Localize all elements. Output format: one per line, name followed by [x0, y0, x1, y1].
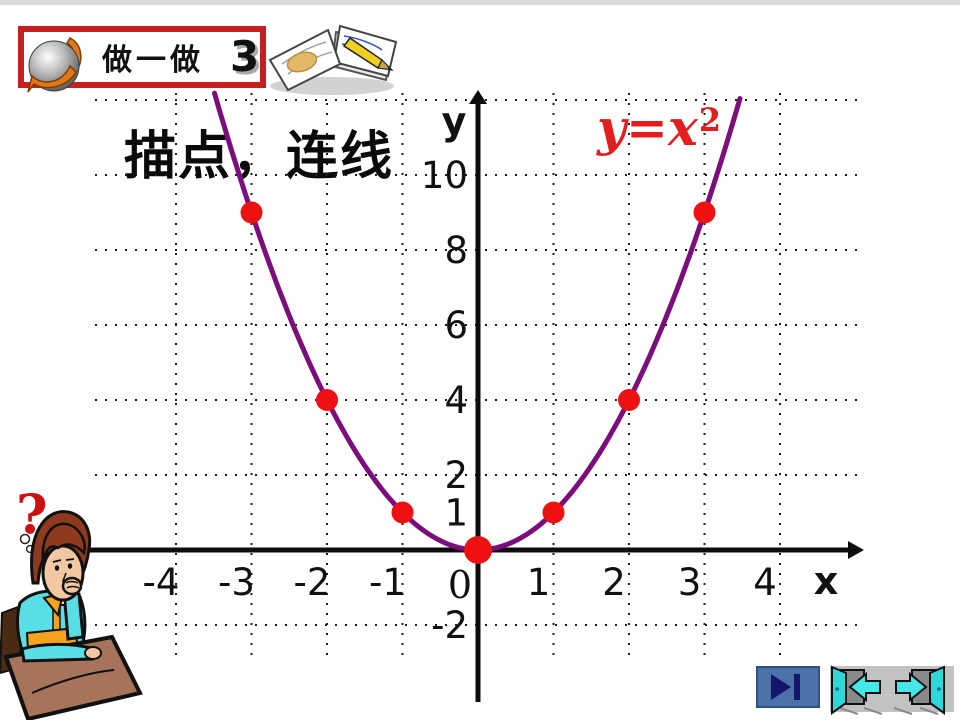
- formula-label: y=x2: [597, 98, 721, 157]
- data-point: [391, 501, 414, 524]
- page-title: 描点，连线: [124, 127, 395, 187]
- svg-text:4: 4: [753, 561, 777, 604]
- svg-text:10: 10: [421, 154, 468, 197]
- forward-arrow-icon: [895, 671, 928, 703]
- svg-text:x: x: [814, 559, 839, 603]
- top-edge-strip: [0, 0, 960, 5]
- thinking-person: ?: [0, 485, 143, 720]
- formula-exponent: 2: [698, 101, 722, 139]
- left-door-icon: [831, 665, 847, 715]
- svg-text:1: 1: [444, 492, 468, 535]
- data-point: [316, 389, 338, 411]
- svg-text:-3: -3: [218, 561, 255, 604]
- svg-text:8: 8: [444, 229, 468, 272]
- data-point: [464, 536, 492, 564]
- data-point: [542, 501, 565, 524]
- svg-text:6: 6: [444, 304, 468, 347]
- open-book-icon: [268, 24, 398, 95]
- svg-text:2: 2: [602, 561, 626, 604]
- nav-doors-button[interactable]: [820, 658, 956, 718]
- svg-text:-1: -1: [369, 561, 406, 604]
- svg-text:3: 3: [678, 561, 702, 604]
- svg-text:4: 4: [444, 379, 468, 422]
- svg-text:y: y: [442, 99, 467, 143]
- right-door-icon: [929, 665, 945, 715]
- data-point: [693, 201, 716, 224]
- data-point: [618, 389, 640, 411]
- svg-text:0: 0: [448, 563, 472, 607]
- person-illustration: [0, 510, 143, 720]
- svg-text:-2: -2: [431, 604, 468, 647]
- svg-text:-4: -4: [143, 561, 180, 604]
- badge-number: 3: [230, 32, 260, 81]
- globe-icon: [27, 37, 82, 93]
- back-arrow-icon: [848, 671, 881, 703]
- formula-lhs: y=x: [597, 98, 698, 157]
- next-slide-button[interactable]: [756, 666, 820, 708]
- svg-text:2: 2: [444, 454, 468, 497]
- thought-bubble: [19, 533, 31, 545]
- badge-label: 做一做: [102, 43, 204, 78]
- play-next-icon: [771, 674, 800, 700]
- data-point: [240, 201, 263, 224]
- svg-text:1: 1: [527, 561, 551, 604]
- svg-text:-2: -2: [294, 561, 331, 604]
